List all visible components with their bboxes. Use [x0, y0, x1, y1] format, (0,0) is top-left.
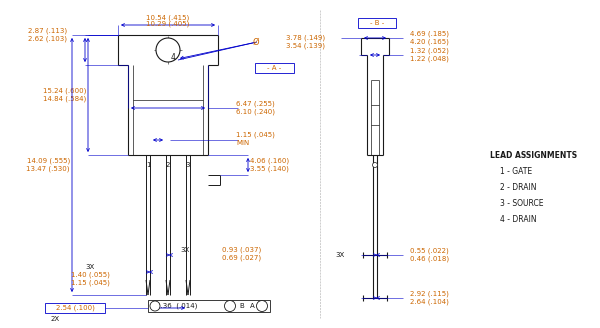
Text: 0.69 (.027): 0.69 (.027)	[222, 255, 261, 261]
Text: LEAD ASSIGNMENTS: LEAD ASSIGNMENTS	[490, 151, 577, 159]
Text: 1.32 (.052): 1.32 (.052)	[410, 48, 449, 54]
Text: 1 - GATE: 1 - GATE	[500, 168, 532, 176]
Text: 3.55 (.140): 3.55 (.140)	[250, 166, 289, 172]
Text: 10.29 (.405): 10.29 (.405)	[146, 21, 190, 27]
Text: 3 - SOURCE: 3 - SOURCE	[500, 199, 544, 209]
Text: 0.55 (.022): 0.55 (.022)	[410, 248, 449, 254]
Bar	[358, 18, 396, 28]
Bar	[45, 303, 105, 313]
Text: 1: 1	[146, 162, 150, 168]
Circle shape	[373, 162, 377, 168]
Text: 2: 2	[166, 162, 170, 168]
Text: 4.20 (.165): 4.20 (.165)	[410, 39, 449, 45]
Text: 1.15 (.045): 1.15 (.045)	[236, 132, 275, 138]
Text: - B -: - B -	[370, 20, 384, 26]
Text: 3X: 3X	[336, 252, 345, 258]
Text: MIN: MIN	[236, 140, 249, 146]
Circle shape	[257, 300, 268, 312]
Text: - A -: - A -	[268, 65, 281, 71]
Text: 2.64 (.104): 2.64 (.104)	[410, 299, 449, 305]
Text: 2X: 2X	[50, 316, 59, 322]
Text: 0.46 (.018): 0.46 (.018)	[410, 256, 449, 262]
Text: 2.54 (.100): 2.54 (.100)	[56, 305, 94, 311]
Text: 13.47 (.530): 13.47 (.530)	[26, 166, 70, 172]
Circle shape	[150, 301, 160, 311]
Text: 0.36  (.014): 0.36 (.014)	[157, 303, 197, 309]
Text: 2.92 (.115): 2.92 (.115)	[410, 291, 449, 297]
Bar	[255, 63, 294, 73]
Text: 14.09 (.555): 14.09 (.555)	[27, 158, 70, 164]
Circle shape	[224, 300, 235, 312]
Text: 3X: 3X	[85, 264, 95, 270]
Text: 3.54 (.139): 3.54 (.139)	[286, 43, 325, 49]
Text: 1.22 (.048): 1.22 (.048)	[410, 56, 449, 62]
Text: 15.24 (.600): 15.24 (.600)	[43, 88, 86, 94]
Text: 4.06 (.160): 4.06 (.160)	[250, 158, 289, 164]
Text: 10.54 (.415): 10.54 (.415)	[146, 15, 190, 21]
Text: 6.47 (.255): 6.47 (.255)	[236, 101, 275, 107]
Text: 14.84 (.584): 14.84 (.584)	[43, 96, 86, 102]
Text: A: A	[250, 303, 254, 309]
Text: 2.62 (.103): 2.62 (.103)	[28, 36, 67, 42]
Circle shape	[156, 38, 180, 62]
Text: 3.78 (.149): 3.78 (.149)	[286, 35, 325, 41]
Text: 0.93 (.037): 0.93 (.037)	[222, 247, 261, 253]
Text: 3X: 3X	[181, 247, 190, 253]
Text: 1.15 (.045): 1.15 (.045)	[71, 280, 109, 286]
Text: 4.69 (.185): 4.69 (.185)	[410, 31, 449, 37]
Text: 4: 4	[170, 53, 175, 63]
Bar	[148, 300, 270, 312]
Text: M: M	[259, 303, 265, 309]
Text: 2 - DRAIN: 2 - DRAIN	[500, 183, 536, 193]
Text: B: B	[239, 303, 244, 309]
Text: 3: 3	[186, 162, 190, 168]
Text: 2.87 (.113): 2.87 (.113)	[28, 28, 67, 34]
Text: 1.40 (.055): 1.40 (.055)	[71, 272, 109, 278]
Text: M: M	[227, 303, 233, 309]
Text: Ø: Ø	[253, 37, 259, 47]
Text: 4 - DRAIN: 4 - DRAIN	[500, 215, 536, 224]
Text: 6.10 (.240): 6.10 (.240)	[236, 109, 275, 115]
